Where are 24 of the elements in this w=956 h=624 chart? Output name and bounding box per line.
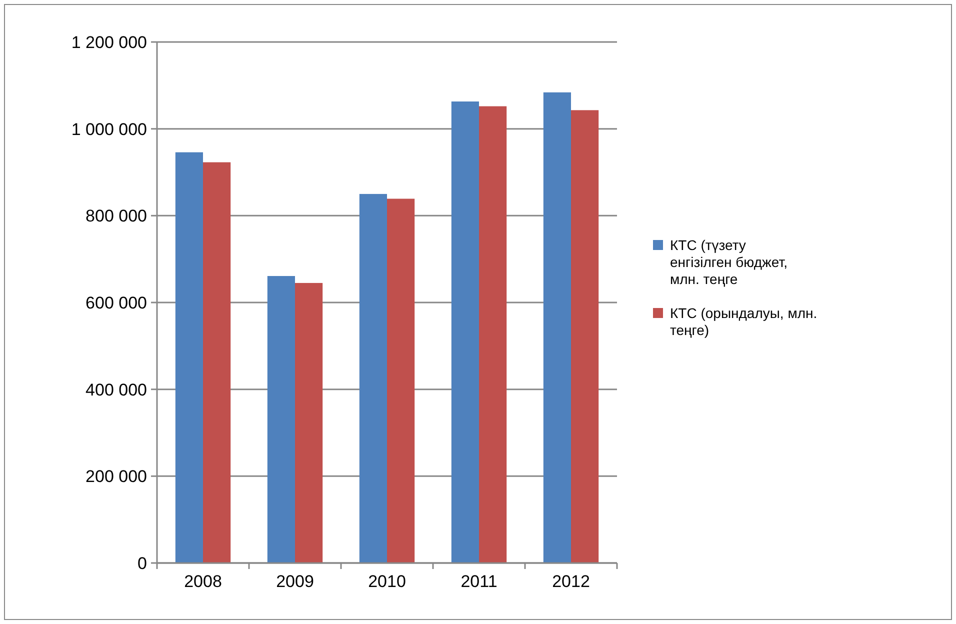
y-tick-label: 0 xyxy=(138,554,147,573)
y-tick-label: 600 000 xyxy=(86,293,147,312)
x-tick-label: 2010 xyxy=(368,572,406,591)
x-tick-label: 2011 xyxy=(460,572,498,591)
y-tick-label: 200 000 xyxy=(86,467,147,486)
bar xyxy=(387,198,415,563)
x-tick-label: 2008 xyxy=(184,572,222,591)
bar xyxy=(479,106,507,563)
x-tick-label: 2012 xyxy=(552,572,590,591)
bar xyxy=(203,162,231,563)
bar xyxy=(571,110,599,563)
legend-label: КТС (орындалуы, млн. теңге) xyxy=(670,305,818,338)
y-tick-label: 400 000 xyxy=(86,380,147,400)
y-tick-label: 1 000 000 xyxy=(71,120,147,139)
bar xyxy=(359,194,387,563)
bar xyxy=(267,276,295,563)
bar xyxy=(295,282,323,563)
legend-label: КТС (түзету енгізілген бюджет, млн. теңге xyxy=(670,237,788,287)
x-tick-label: 2009 xyxy=(276,572,314,591)
y-tick-label: 1 200 000 xyxy=(71,32,147,52)
bar xyxy=(175,152,203,563)
bar xyxy=(451,101,479,563)
y-tick-label: 800 000 xyxy=(86,206,147,226)
bar xyxy=(543,92,571,563)
